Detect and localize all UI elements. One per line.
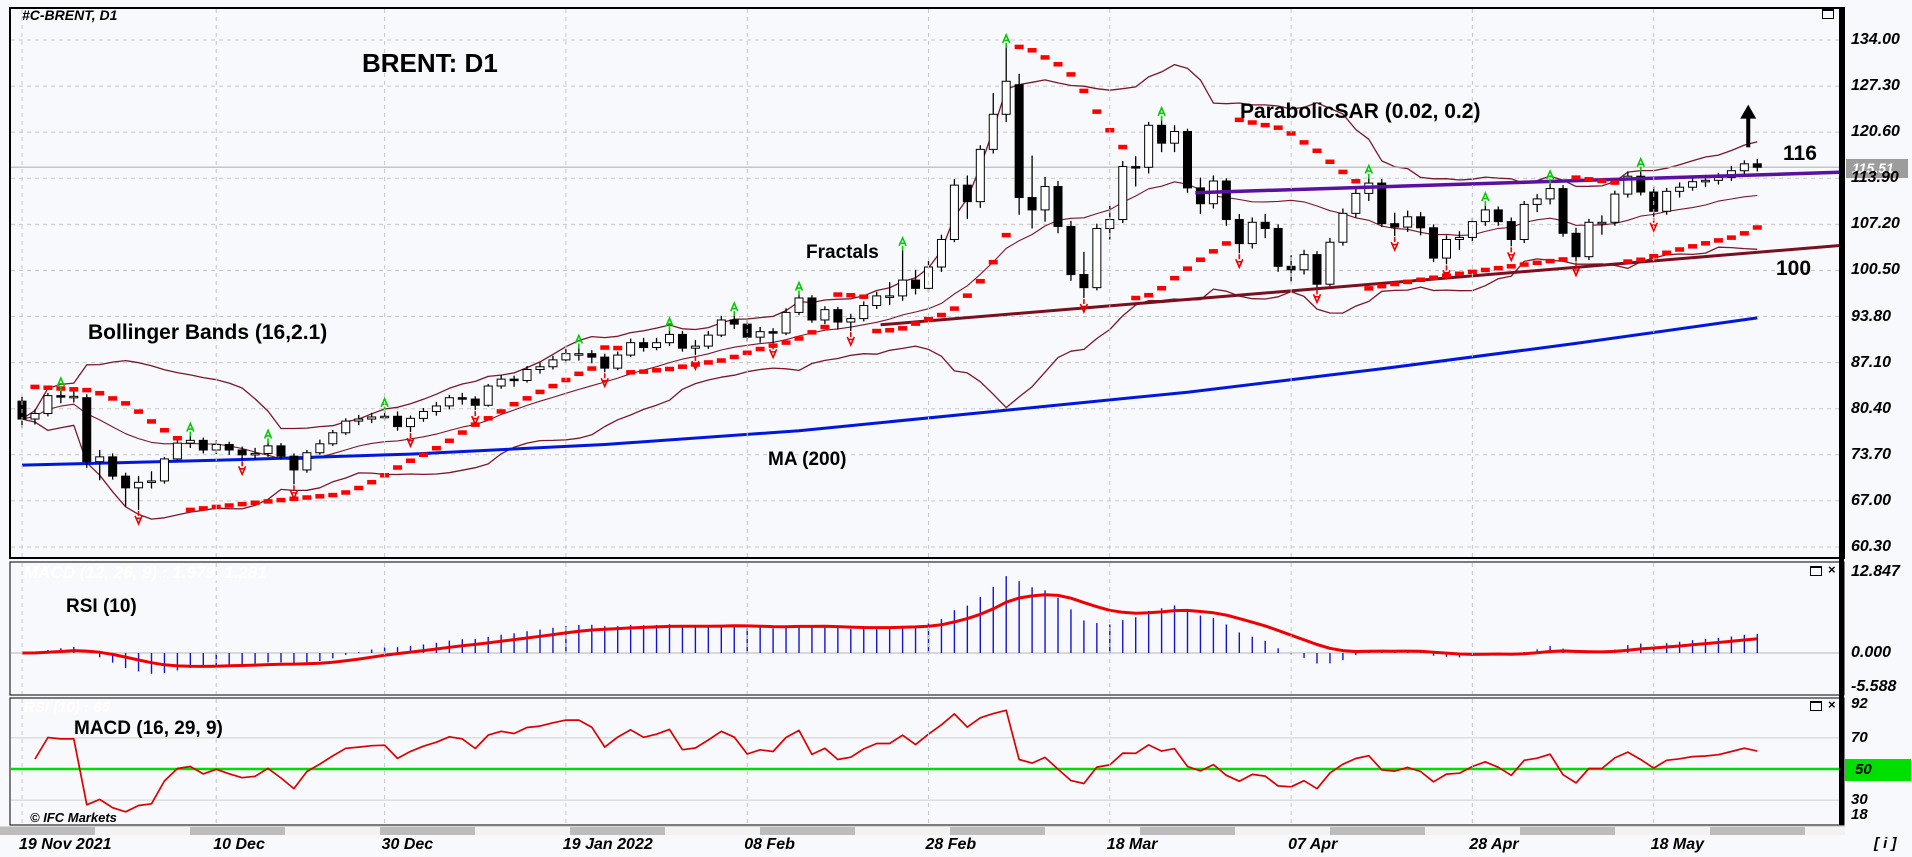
date-axis-label: 28 Feb: [925, 836, 977, 853]
date-axis-label: 19 Nov 2021: [19, 836, 112, 853]
date-axis-label: 18 May: [1650, 836, 1705, 853]
parabolic-sar-label: ParabolicSAR (0.02, 0.2): [1240, 100, 1481, 123]
date-axis-label: 30 Dec: [381, 836, 434, 853]
macd-panel-restore-icon[interactable]: [1810, 566, 1822, 576]
copyright-label: © IFC Markets: [30, 810, 117, 825]
macd-axis-label: 0.000: [1851, 644, 1892, 661]
date-axis-label: 10 Dec: [213, 836, 265, 853]
price-axis-label: 120.60: [1851, 123, 1900, 141]
price-axis-label: 67.00: [1851, 491, 1892, 509]
rsi-panel-watermark: RSI (10) : 65: [24, 699, 110, 716]
price-axis-label: 127.30: [1851, 77, 1900, 95]
level-100-label: 100: [1776, 257, 1812, 280]
macd-panel-close-icon[interactable]: ×: [1828, 562, 1836, 577]
bollinger-label: Bollinger Bands (16,2.1): [88, 321, 328, 344]
rsi-panel-annotation: MACD (16, 29, 9): [74, 718, 223, 739]
ma-label: MA (200): [768, 449, 847, 470]
date-axis-label: 18 Mar: [1106, 836, 1158, 853]
date-axis-label: 28 Apr: [1469, 836, 1519, 853]
date-axis-label: 08 Feb: [744, 836, 795, 853]
rsi-panel-restore-icon[interactable]: [1810, 701, 1822, 711]
horizontal-scrollbar[interactable]: [0, 826, 1845, 835]
info-icon[interactable]: [ i ]: [1874, 835, 1897, 852]
date-axis-label: 19 Jan 2022: [562, 836, 653, 853]
price-axis-label: 113.90: [1851, 169, 1899, 187]
maximize-icon[interactable]: [1822, 9, 1834, 19]
level-116-label: 116: [1783, 142, 1817, 165]
chart-title: BRENT: D1: [362, 48, 498, 78]
price-axis-label: 107.20: [1851, 215, 1900, 233]
price-axis-label: 60.30: [1851, 537, 1892, 555]
rsi-axis-label: 70: [1851, 729, 1868, 746]
rsi-axis-label: 30: [1851, 791, 1868, 808]
macd-axis-label: -5.588: [1851, 678, 1897, 695]
fractals-label: Fractals: [806, 242, 879, 263]
price-axis-label: 93.80: [1851, 307, 1892, 325]
rsi-axis-label: 18: [1851, 806, 1868, 823]
rsi-panel-close-icon[interactable]: ×: [1828, 697, 1836, 712]
rsi-axis-label: 92: [1851, 695, 1868, 712]
macd-panel-annotation: RSI (10): [66, 596, 137, 617]
price-axis-label: 80.40: [1851, 399, 1892, 417]
price-axis-label: 87.10: [1851, 353, 1892, 371]
price-axis-label: 73.70: [1851, 445, 1892, 463]
price-axis-label: 134.00: [1851, 31, 1900, 48]
macd-panel-watermark: MACD (12, 26, 9) : 1.979, 1.281: [24, 563, 267, 582]
rsi-level-badge: 50: [1845, 759, 1911, 781]
price-axis-label: 100.50: [1851, 261, 1900, 279]
symbol-label: #C-BRENT, D1: [22, 7, 118, 23]
date-axis-label: 07 Apr: [1288, 836, 1338, 853]
current-price-badge: 115.51: [1846, 159, 1908, 178]
macd-axis-label: 12.847: [1851, 563, 1900, 580]
